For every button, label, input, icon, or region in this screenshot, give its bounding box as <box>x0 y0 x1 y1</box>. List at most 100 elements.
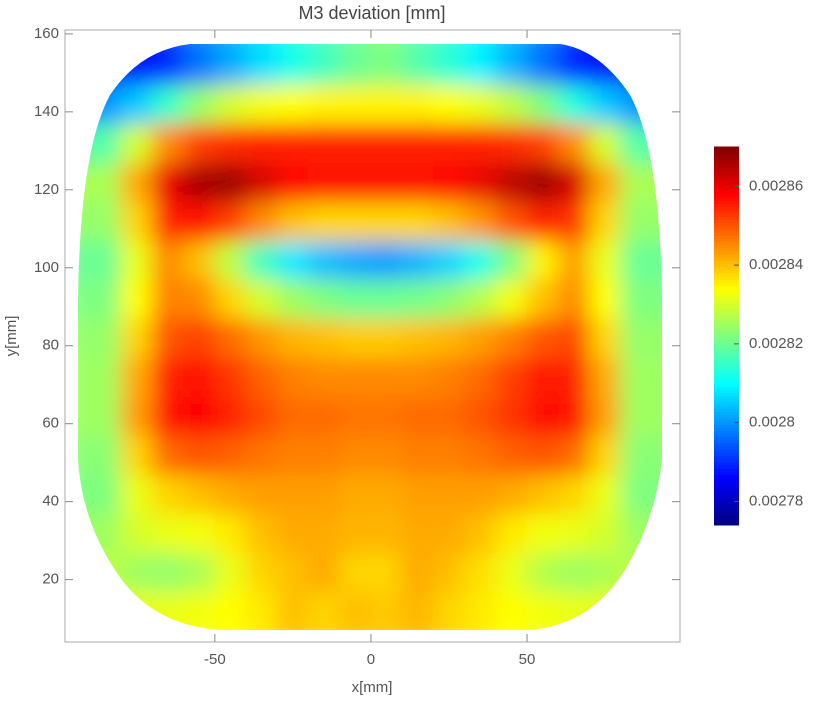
heat-cell <box>308 551 341 592</box>
heat-cell <box>588 512 622 553</box>
heat-cell <box>120 278 153 319</box>
colorbar-swatch <box>714 363 739 368</box>
heat-cell <box>588 551 622 592</box>
colorbar-swatch <box>714 326 739 331</box>
colorbar-swatch <box>714 351 739 356</box>
heat-cell <box>464 317 497 358</box>
heat-cell <box>620 239 662 280</box>
colorbar-swatch <box>714 322 739 328</box>
heat-cell <box>183 512 216 553</box>
heat-cell <box>620 201 662 241</box>
colorbar-swatch <box>714 477 739 482</box>
heat-cell <box>183 162 216 203</box>
heat-cell <box>495 239 528 280</box>
heat-cell <box>401 239 434 280</box>
colorbar-swatch <box>714 442 739 447</box>
heat-cell <box>401 44 434 86</box>
colorbar-swatch <box>714 344 739 350</box>
heat-cell <box>557 84 590 125</box>
heat-cell <box>588 162 622 203</box>
colorbar-tick-label: 0.00282 <box>749 335 803 352</box>
heat-cell <box>78 395 122 436</box>
colorbar-swatch <box>714 373 739 378</box>
heat-cell <box>78 590 122 630</box>
heat-cell <box>183 317 216 358</box>
heat-cell <box>245 512 278 553</box>
heat-cell <box>370 317 403 358</box>
colorbar-swatch <box>714 152 739 157</box>
heat-cell <box>214 356 247 397</box>
heat-cell <box>557 551 590 592</box>
y-tick-label: 100 <box>34 259 59 276</box>
colorbar-swatch <box>714 496 739 501</box>
colorbar-swatch <box>714 241 739 246</box>
colorbar-swatch <box>714 247 739 252</box>
colorbar: 0.00278 0.0028 0.00282 0.00284 0.00286 <box>714 146 803 526</box>
colorbar-swatch <box>714 458 739 463</box>
colorbar-swatch <box>714 505 739 510</box>
colorbar-tick-label: 0.0028 <box>749 414 795 431</box>
heat-cell <box>308 44 341 86</box>
heat-cell <box>120 162 153 203</box>
heat-cell <box>432 162 466 203</box>
heat-cell <box>245 395 278 436</box>
colorbar-swatch <box>714 398 739 403</box>
colorbar-swatch <box>714 404 739 409</box>
colorbar-swatch <box>714 329 739 334</box>
heat-cell <box>620 512 662 553</box>
heat-cell <box>308 512 341 553</box>
heat-cell <box>276 44 310 86</box>
heat-cell <box>183 278 216 319</box>
colorbar-swatch <box>714 367 739 372</box>
colorbar-swatch <box>714 348 739 353</box>
heat-cell <box>495 201 528 241</box>
heat-cell <box>557 590 590 630</box>
heat-cell <box>557 356 590 397</box>
heat-cell <box>432 590 466 630</box>
plot-frame <box>64 29 681 643</box>
colorbar-swatch <box>714 200 739 205</box>
heat-cell <box>120 201 153 241</box>
heat-cell <box>620 551 662 592</box>
heat-cell <box>339 123 372 164</box>
heat-cell <box>526 201 559 241</box>
heat-cell <box>526 162 559 203</box>
colorbar-swatch <box>714 269 739 274</box>
heat-cell <box>151 590 185 630</box>
heat-cell <box>276 551 310 592</box>
colorbar-swatch <box>714 316 739 321</box>
colorbar-swatch <box>714 455 739 460</box>
heat-cell <box>620 317 662 358</box>
heat-cell <box>401 356 434 397</box>
heat-cell <box>276 239 310 280</box>
colorbar-swatch <box>714 392 739 397</box>
colorbar-swatch <box>714 464 739 469</box>
heat-cell <box>464 239 497 280</box>
heat-cell <box>588 356 622 397</box>
colorbar-swatch <box>714 253 739 258</box>
colorbar-swatch <box>714 250 739 255</box>
heat-cell <box>557 123 590 164</box>
heat-cell <box>339 395 372 436</box>
heat-cell <box>557 434 590 475</box>
heat-cell <box>339 317 372 358</box>
heat-cell <box>308 434 341 475</box>
heat-cell <box>183 356 216 397</box>
colorbar-swatch <box>714 168 739 173</box>
heat-cell <box>495 551 528 592</box>
heat-cell <box>308 278 341 319</box>
heat-cell <box>151 44 185 86</box>
heat-cell <box>401 512 434 553</box>
heat-cell <box>214 162 247 203</box>
heat-cell <box>245 278 278 319</box>
colorbar-swatch <box>714 341 739 346</box>
heat-cell <box>620 84 662 125</box>
heat-cell <box>464 551 497 592</box>
colorbar-swatch <box>714 149 739 154</box>
heat-cell <box>214 551 247 592</box>
colorbar-swatch <box>714 281 739 287</box>
heat-cell <box>557 395 590 436</box>
colorbar-swatch <box>714 385 739 391</box>
colorbar-swatch <box>714 190 739 195</box>
